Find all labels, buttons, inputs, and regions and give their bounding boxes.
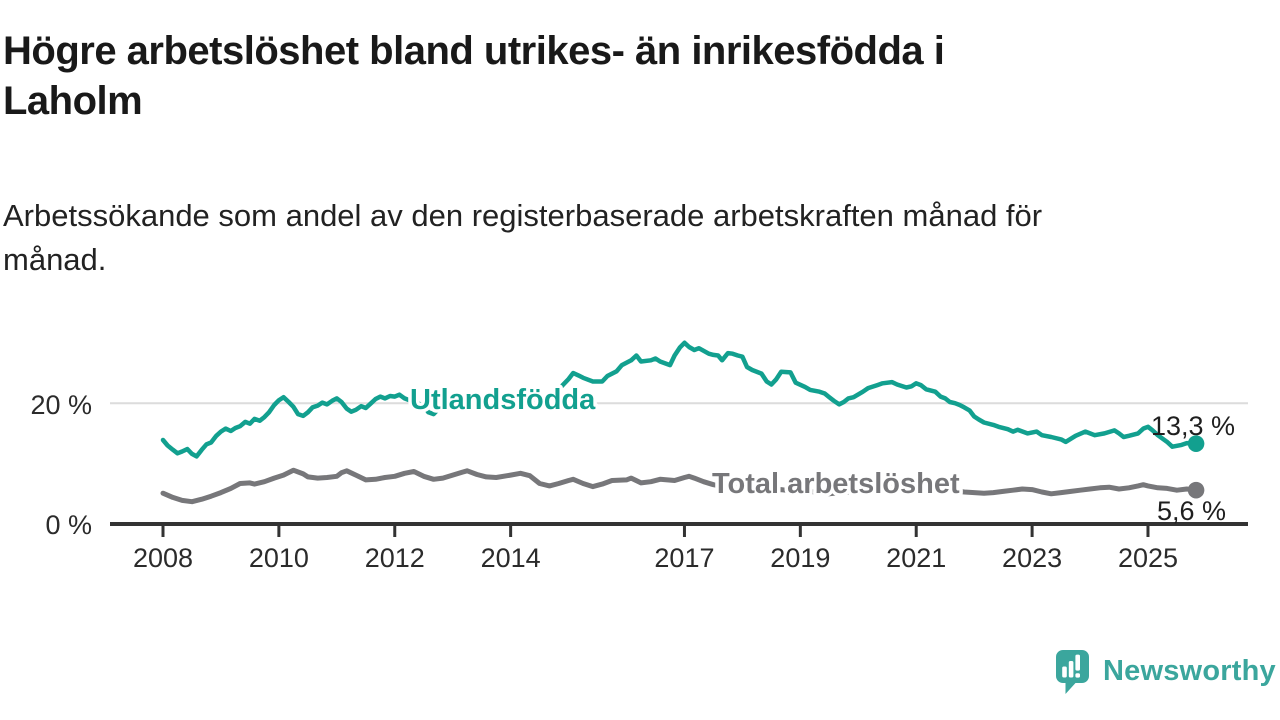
x-tick-label-2023: 2023 bbox=[1002, 543, 1062, 573]
chart-subtitle-line-2: månad. bbox=[3, 242, 107, 277]
series-end-dot-utlandsfodda bbox=[1187, 435, 1205, 452]
end-value-label-total: 5,6 % bbox=[1157, 496, 1226, 526]
page-title-line-2: Laholm bbox=[3, 79, 143, 123]
x-tick-label-2008: 2008 bbox=[133, 543, 193, 573]
series-label-total: Total arbetslöshet bbox=[712, 468, 960, 500]
series-label-utlandsfodda: Utlandsfödda bbox=[410, 384, 596, 416]
chart-subtitle-line-1: Arbetssökande som andel av den registerb… bbox=[3, 198, 1043, 233]
speech-bubble-bar-chart-icon bbox=[1056, 649, 1089, 694]
x-tick-label-2019: 2019 bbox=[770, 543, 830, 573]
page-title-line-1: Högre arbetslöshet bland utrikes- än inr… bbox=[3, 29, 945, 73]
newsworthy-logo: Newsworthy bbox=[1056, 647, 1276, 696]
newsworthy-logo-text: Newsworthy bbox=[1103, 655, 1276, 687]
y-tick-label-20: 20 % bbox=[30, 390, 92, 420]
x-tick-label-2012: 2012 bbox=[365, 543, 425, 573]
series-line-utlandsfodda bbox=[160, 340, 1199, 459]
end-value-label-utlandsfodda: 13,3 % bbox=[1151, 411, 1235, 441]
x-tick-label-2014: 2014 bbox=[481, 543, 541, 573]
x-tick-label-2021: 2021 bbox=[886, 543, 946, 573]
series-end-dot-total bbox=[1187, 481, 1205, 499]
x-tick-label-2010: 2010 bbox=[249, 543, 309, 573]
page-title: Högre arbetslöshet bland utrikes- än inr… bbox=[3, 26, 1203, 126]
x-tick-label-2017: 2017 bbox=[654, 543, 714, 573]
chart-subtitle: Arbetssökande som andel av den registerb… bbox=[3, 194, 1223, 282]
y-tick-label-0: 0 % bbox=[45, 510, 92, 540]
x-tick-label-2025: 2025 bbox=[1118, 543, 1178, 573]
series-line-total bbox=[160, 467, 1199, 505]
